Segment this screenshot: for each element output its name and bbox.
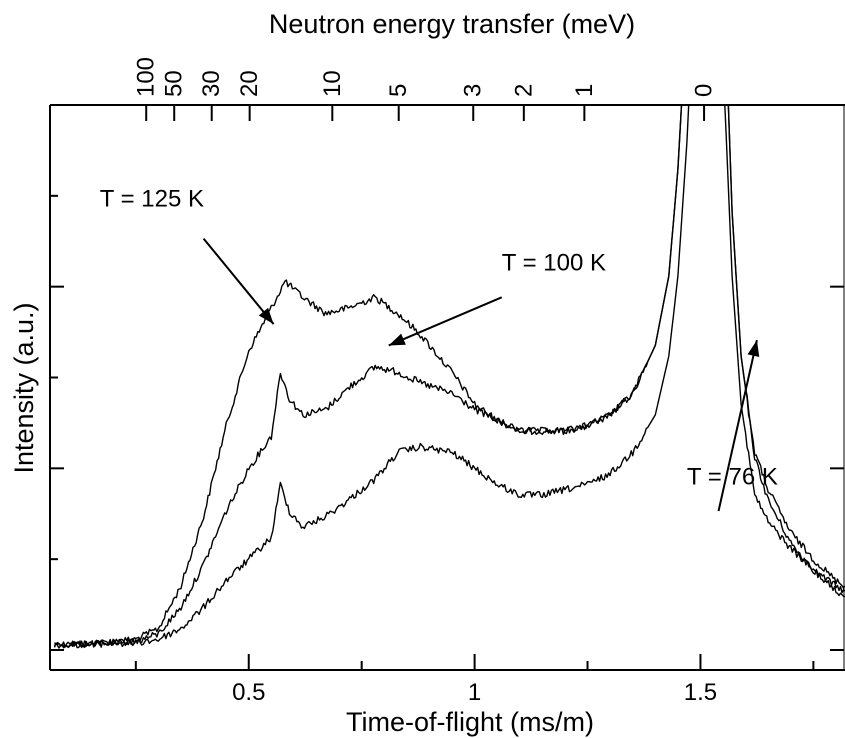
annotation-arrow-2 [388,296,503,347]
annotation-arrowhead-3 [747,340,760,358]
series-line-1 [53,105,845,649]
annotation-layer: T = 125 K T = 100 K T = 76 K [100,186,778,512]
top-tick-label: 10 [319,70,346,97]
annotation-label-3: T = 76 K [687,463,778,490]
top-tick-label: 30 [198,70,225,97]
top-tick-label: 3 [460,84,487,97]
annotation-label-2: T = 100 K [502,250,606,277]
top-tick-label: 0 [691,84,718,97]
x-tick-label: 1 [468,679,481,706]
series-line-3 [53,105,845,649]
top-tick-label: 50 [161,70,188,97]
annotation-arrow-1 [202,237,275,325]
annotation-arrowhead-1 [258,307,274,325]
annotation-arrow-3 [717,339,758,512]
x-tick-label: 0.5 [232,679,265,706]
top-tick-label: 2 [510,84,537,97]
x-axis-title: Time-of-flight (ms/m) [346,707,594,737]
top-tick-label: 1 [571,84,598,97]
top-tick-label: 100 [133,57,160,97]
x-tick-label: 1.5 [684,679,717,706]
plot-frame: 0.5 1 1.5 [49,104,845,706]
series-layer [53,105,845,649]
top-tick-label: 20 [236,70,263,97]
annotation-arrowhead-2 [388,333,406,346]
y-axis-title: Intensity (a.u.) [9,302,39,473]
annotation-label-1: T = 125 K [100,186,204,213]
series-line-2 [54,105,845,649]
top-tick-label: 5 [385,84,412,97]
top-axis: 100 50 30 20 10 5 3 2 1 0 [133,57,718,121]
x2-axis-title: Neutron energy transfer (meV) [269,9,635,39]
